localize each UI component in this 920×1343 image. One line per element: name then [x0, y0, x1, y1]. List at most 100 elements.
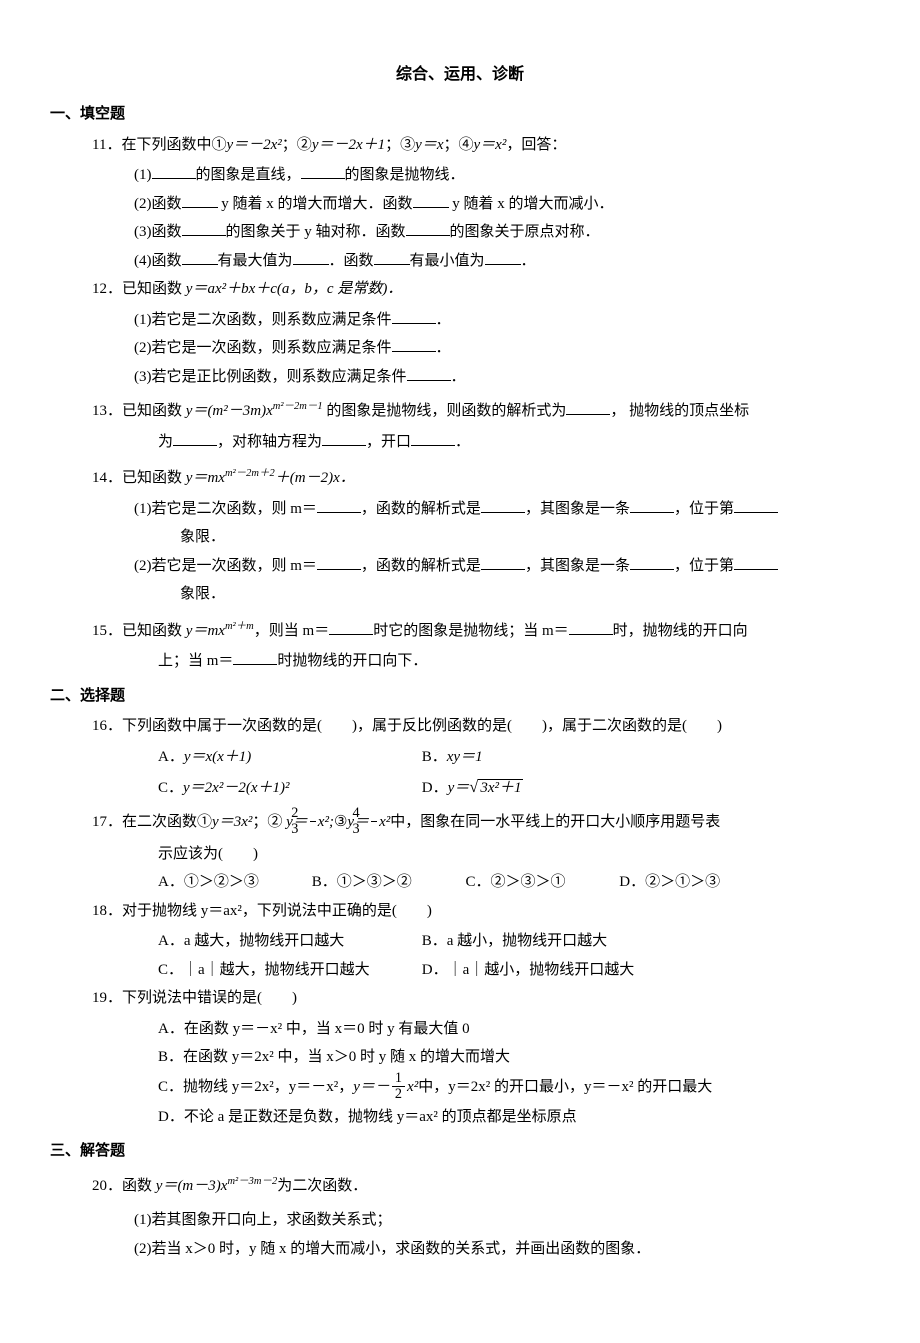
q12-num: 12． — [92, 281, 122, 297]
q14-p1-end: 象限． — [180, 523, 870, 552]
q11-p4-d: 有最小值为 — [410, 253, 485, 269]
q13-line2: 为，对称轴方程为，开口． — [158, 428, 870, 457]
blank[interactable] — [329, 619, 373, 635]
blank[interactable] — [317, 497, 361, 513]
blank[interactable] — [630, 497, 674, 513]
q17-num: 17． — [92, 814, 122, 830]
q18-row1: A．a 越大，抛物线开口越大 B．a 越小，抛物线开口越大 — [158, 927, 870, 956]
q16-D[interactable]: D．y＝3x²＋1 — [422, 771, 682, 803]
opt-expr: xy＝1 — [447, 749, 483, 765]
q17-f2-post: x²; — [318, 814, 334, 830]
q14-post: ＋(m－2)x． — [275, 470, 355, 486]
blank[interactable] — [411, 430, 455, 446]
q19-C[interactable]: C．抛物线 y＝2x²，y＝－x²，y＝－12x²中，y＝2x² 的开口最小，y… — [158, 1072, 870, 1103]
q16-row2: C．y＝2x²－2(x＋1)² D．y＝3x²＋1 — [158, 771, 870, 803]
blank[interactable] — [569, 619, 613, 635]
q14-p1a: (1)若它是二次函数，则 m＝ — [134, 501, 317, 517]
q14-num: 14． — [92, 470, 122, 486]
q19-stem: 下列说法中错误的是( ) — [122, 990, 297, 1006]
q13-c: ， 抛物线的顶点坐标 — [610, 403, 749, 419]
blank[interactable] — [152, 163, 196, 179]
q14: 14．已知函数 y＝mxm²－2m＋2＋(m－2)x． — [128, 464, 870, 493]
blank[interactable] — [630, 554, 674, 570]
q11-p1-label: (1) — [134, 167, 152, 183]
q14-p1e: 象限． — [180, 529, 225, 545]
opt-expr: y＝2x²－2(x＋1)² — [183, 780, 289, 796]
blank[interactable] — [317, 554, 361, 570]
blank[interactable] — [173, 430, 217, 446]
blank[interactable] — [481, 497, 525, 513]
q16: 16．下列函数中属于一次函数的是( )，属于反比例函数的是( )，属于二次函数的… — [128, 712, 870, 741]
q11-p1: (1)的图象是直线，的图象是抛物线． — [158, 161, 870, 190]
q16-C[interactable]: C．y＝2x²－2(x＋1)² — [158, 774, 418, 803]
blank[interactable] — [392, 308, 436, 324]
blank[interactable] — [734, 497, 778, 513]
blank[interactable] — [233, 649, 277, 665]
q19-A[interactable]: A．在函数 y＝－x² 中，当 x＝0 时 y 有最大值 0 — [158, 1015, 870, 1044]
q12-p2-t: (2)若它是一次函数，则系数应满足条件 — [134, 340, 392, 356]
blank[interactable] — [182, 220, 226, 236]
q18-C[interactable]: C．｜a｜越大，抛物线开口越大 — [158, 956, 418, 985]
q18-stem: 对于抛物线 y＝ax²，下列说法中正确的是( ) — [122, 903, 432, 919]
blank[interactable] — [734, 554, 778, 570]
q19-C-pre: y＝－ — [353, 1079, 390, 1095]
section-choice: 二、选择题 — [50, 682, 870, 711]
blank[interactable] — [406, 220, 450, 236]
blank[interactable] — [481, 554, 525, 570]
q18-D[interactable]: D．｜a｜越小，抛物线开口越大 — [422, 956, 682, 985]
q14-p2: (2)若它是一次函数，则 m＝，函数的解析式是，其图象是一条，位于第 — [158, 552, 870, 581]
q11-p3-a: (3)函数 — [134, 224, 182, 240]
opt-text: D．不论 a 是正数还是负数，抛物线 y＝ax² 的顶点都是坐标原点 — [158, 1109, 577, 1125]
q17-C[interactable]: C．②＞③＞① — [466, 868, 616, 897]
q20-a: 函数 — [122, 1178, 156, 1194]
opt-text: B．在函数 y＝2x² 中，当 x＞0 时 y 随 x 的增大而增大 — [158, 1049, 510, 1065]
blank[interactable] — [485, 249, 521, 265]
blank[interactable] — [293, 249, 329, 265]
q11-f1: y＝－2x² — [226, 137, 281, 153]
q11-p4: (4)函数有最大值为．函数有最小值为． — [158, 247, 870, 276]
q15-c: 时它的图象是抛物线；当 m＝ — [373, 623, 568, 639]
q12-p1-t: (1)若它是二次函数，则系数应满足条件 — [134, 312, 392, 328]
q12-expr: y＝ax²＋bx＋c(a，b，c 是常数)． — [186, 281, 403, 297]
q11-f4: y＝x² — [474, 137, 507, 153]
blank[interactable] — [407, 365, 451, 381]
q11-p2-c: y 随着 x 的增大而减小． — [452, 196, 613, 212]
q11-f2: y＝－2x＋1 — [312, 137, 385, 153]
blank[interactable] — [566, 399, 610, 415]
q17-B[interactable]: B．①＞③＞② — [312, 868, 462, 897]
q20-b: 为二次函数． — [277, 1178, 367, 1194]
q11-p2-a: (2)函数 — [134, 196, 182, 212]
blank[interactable] — [413, 192, 449, 208]
blank[interactable] — [182, 192, 218, 208]
blank[interactable] — [374, 249, 410, 265]
q13-e: ，对称轴方程为 — [217, 434, 322, 450]
q17-opts: A．①＞②＞③ B．①＞③＞② C．②＞③＞① D．②＞①＞③ — [158, 868, 870, 897]
num: 2 — [310, 806, 316, 822]
num: 1 — [392, 1071, 405, 1087]
q13-a: 已知函数 — [122, 403, 186, 419]
q15-b: ，则当 m＝ — [254, 623, 329, 639]
num: 4 — [371, 806, 377, 822]
q14-a: 已知函数 — [122, 470, 186, 486]
q14-p2e: 象限． — [180, 586, 225, 602]
blank[interactable] — [392, 336, 436, 352]
q15-f: 时抛物线的开口向下． — [277, 653, 427, 669]
q19-D[interactable]: D．不论 a 是正数还是负数，抛物线 y＝ax² 的顶点都是坐标原点 — [158, 1103, 870, 1132]
q11-stem-c: ；③ — [385, 137, 415, 153]
q17-A[interactable]: A．①＞②＞③ — [158, 868, 308, 897]
blank[interactable] — [182, 249, 218, 265]
q18-B[interactable]: B．a 越小，抛物线开口越大 — [422, 927, 682, 956]
blank[interactable] — [322, 430, 366, 446]
dot: ． — [451, 369, 466, 385]
den: 2 — [392, 1087, 405, 1102]
q19-B[interactable]: B．在函数 y＝2x² 中，当 x＞0 时 y 随 x 的增大而增大 — [158, 1043, 870, 1072]
q16-A[interactable]: A．y＝x(x＋1) — [158, 743, 418, 772]
q17-a: 在二次函数① — [122, 814, 212, 830]
q18-A[interactable]: A．a 越大，抛物线开口越大 — [158, 927, 418, 956]
q17-D[interactable]: D．②＞①＞③ — [619, 868, 769, 897]
fraction: 12 — [392, 1071, 405, 1102]
q19: 19．下列说法中错误的是( ) — [128, 984, 870, 1013]
q11-p3: (3)函数的图象关于 y 轴对称．函数的图象关于原点对称． — [158, 218, 870, 247]
blank[interactable] — [301, 163, 345, 179]
q16-B[interactable]: B．xy＝1 — [422, 743, 682, 772]
